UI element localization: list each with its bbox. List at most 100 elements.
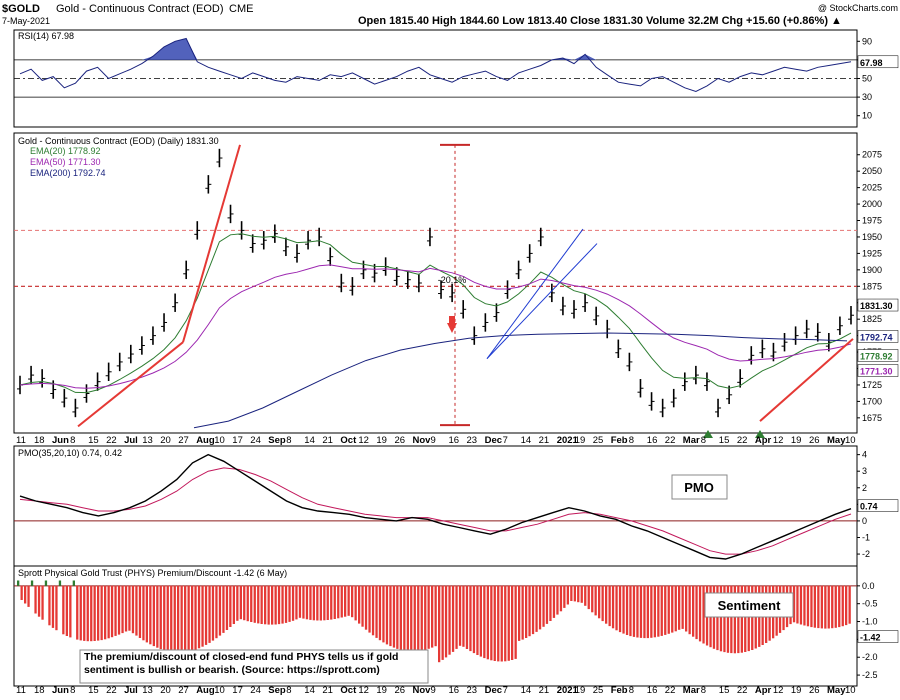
sentiment-bar [30, 580, 34, 586]
sentiment-bar [177, 585, 180, 653]
sentiment-bar [142, 585, 145, 641]
sentiment-bar [128, 585, 131, 631]
price-panel [13, 132, 858, 434]
sentiment-bar [131, 585, 135, 634]
sentiment-bar [465, 585, 469, 649]
sentiment-bar [194, 585, 197, 650]
sentiment-bar [34, 585, 37, 614]
price-tick: 2025 [862, 183, 882, 193]
sentiment-tick: 0.0 [862, 581, 875, 591]
x-axis-tick-label: 24 [250, 685, 261, 696]
x-axis-tick-label: 22 [665, 435, 676, 446]
sentiment-bar [653, 585, 656, 638]
rsi-overbought-fill [20, 38, 851, 60]
x-axis-labels: 11 18 Jun 8 15 22 Jul 13 20 27 Aug 10 17 24 Sep 8 14 21 Oc… [16, 435, 856, 696]
sentiment-bar [361, 585, 364, 627]
x-axis-tick-label: Oct [340, 685, 357, 696]
x-axis-tick-label: Aug [196, 435, 215, 446]
sentiment-bar [72, 580, 75, 586]
sentiment-bar [622, 585, 625, 634]
sentiment-bar [594, 585, 597, 616]
ema20-current-value: 1778.92 [860, 351, 893, 361]
x-axis-tick-label: 8 [286, 435, 291, 446]
sentiment-bar [625, 585, 629, 635]
sentiment-bar [264, 585, 267, 625]
pmo-line [19, 453, 852, 560]
sentiment-bar [618, 585, 622, 633]
sentiment-bar [615, 585, 618, 631]
sentiment-bar [114, 585, 117, 636]
sentiment-bar [396, 585, 399, 649]
sentiment-bar [591, 585, 594, 613]
sentiment-bar [413, 585, 416, 652]
x-axis-tick-label: Nov [413, 685, 432, 696]
sentiment-bar [518, 585, 521, 641]
x-axis-tick-label: 19 [575, 435, 586, 446]
sentiment-bar [354, 585, 357, 621]
sentiment-bar [542, 585, 545, 627]
rsi-tick: 10 [862, 111, 872, 121]
sentiment-bar [458, 585, 462, 646]
x-axis-tick-label: 9 [431, 685, 436, 696]
sentiment-bar [611, 585, 615, 629]
sentiment-bar [184, 585, 187, 653]
chart-date: 7-May-2021 [2, 16, 50, 26]
sentiment-bar [573, 585, 576, 602]
pmo-current-value: 0.74 [860, 502, 878, 512]
sentiment-bar [733, 585, 736, 654]
sentiment-bar [695, 585, 698, 640]
sentiment-bar [747, 585, 750, 652]
sentiment-bar [538, 585, 542, 630]
sentiment-bar [48, 585, 51, 626]
sentiment-bar [410, 585, 413, 652]
sentiment-bar [218, 585, 222, 636]
sentiment-bar [420, 585, 423, 651]
sentiment-bar [444, 585, 448, 658]
x-axis-tick-label: 22 [737, 435, 748, 446]
sentiment-bar [424, 585, 427, 650]
x-axis-tick-label: Jun [52, 685, 69, 696]
x-axis-tick-label: 25 [593, 435, 604, 446]
sentiment-bar [204, 585, 208, 645]
sentiment-bar [166, 585, 169, 652]
sentiment-bar [253, 585, 256, 623]
sentiment-bar [20, 585, 23, 600]
channel-upper [486, 228, 584, 359]
exchange-label: CME [229, 3, 253, 15]
sentiment-bar [104, 585, 107, 640]
x-axis-tick-label: 26 [809, 685, 820, 696]
x-axis-tick-label: 16 [449, 435, 460, 446]
ema200-current-value: 1792.74 [860, 332, 893, 342]
sentiment-bar [462, 585, 465, 647]
sentiment-bar [135, 585, 138, 636]
rsi-tick: 30 [862, 92, 872, 102]
sentiment-bar [643, 585, 646, 639]
x-axis-tick-label: 8 [629, 435, 634, 446]
sentiment-bar [305, 585, 309, 620]
x-axis-tick-label: 27 [178, 685, 189, 696]
sentiment-bar [79, 585, 82, 641]
sentiment-bar [698, 585, 702, 642]
x-axis-tick-label: 19 [791, 685, 802, 696]
sentiment-bar [803, 585, 806, 626]
x-axis-tick-label: 2021 [557, 435, 579, 446]
x-axis-tick-label: 14 [521, 435, 532, 446]
sentiment-label: Sentiment [718, 598, 782, 613]
pmo-tick: 2 [862, 483, 867, 493]
sentiment-bar [191, 585, 194, 651]
sentiment-bar [107, 585, 110, 639]
sentiment-bar [657, 585, 660, 637]
rsi-group: 907050301067.98 [14, 36, 899, 121]
sentiment-bar [434, 585, 437, 647]
sentiment-bar [678, 585, 681, 630]
sentiment-bar [559, 585, 563, 612]
sentiment-bar [417, 585, 420, 652]
sentiment-bar [351, 585, 354, 618]
sentiment-bar [121, 585, 124, 634]
x-axis-tick-label: 17 [232, 435, 243, 446]
sentiment-bar [427, 585, 430, 649]
sentiment-bar [406, 585, 409, 652]
rsi-line [19, 37, 852, 93]
x-axis-tick-label: 19 [791, 435, 802, 446]
sentiment-bar [834, 585, 837, 628]
